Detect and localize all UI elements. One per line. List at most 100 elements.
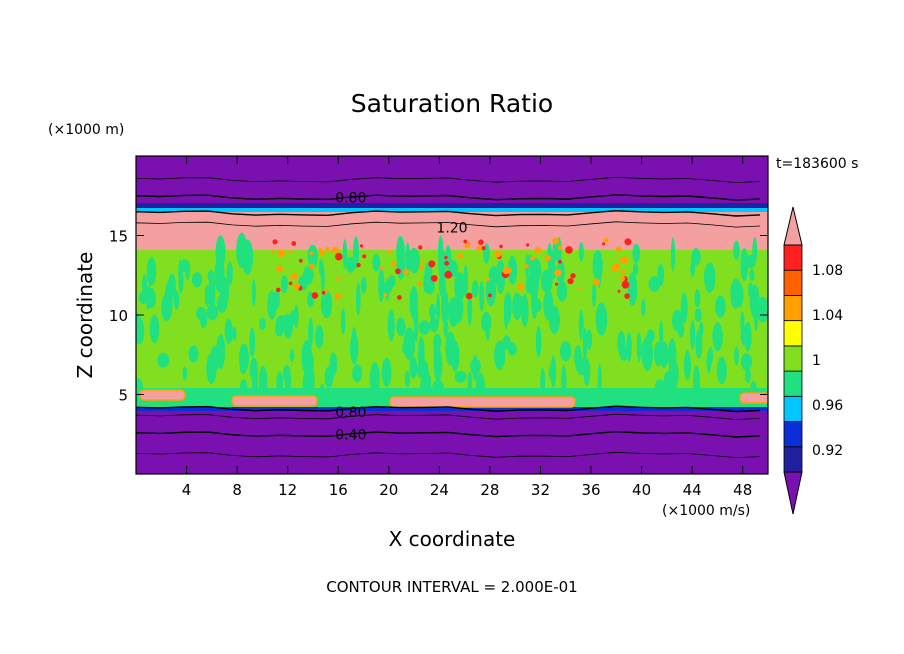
cloud-cell	[136, 317, 145, 345]
cloud-cell	[405, 242, 411, 277]
cloud-cell	[454, 370, 467, 383]
supersaturated-cell	[624, 238, 632, 246]
cloud-cell	[495, 259, 506, 294]
supersaturated-cell	[430, 275, 438, 282]
supersaturated-cell	[534, 247, 542, 254]
cloud-cell	[409, 285, 418, 320]
supersaturated-cell	[362, 254, 367, 259]
cloud-cell	[749, 268, 755, 282]
colorbar-segment	[783, 370, 803, 397]
cloud-cell	[574, 345, 582, 370]
cloud-cell	[167, 273, 176, 299]
supersaturated-cell	[481, 246, 486, 251]
supersaturated-cell	[444, 270, 453, 279]
cloud-cell	[595, 302, 608, 336]
cloud-cell	[251, 279, 256, 306]
x-tick-label: 12	[278, 481, 297, 499]
contour-line	[136, 430, 761, 438]
supersaturated-cell	[271, 250, 275, 254]
supersaturated-cell	[517, 283, 525, 291]
supersaturated-cell	[397, 295, 402, 300]
cloud-cell	[450, 340, 460, 372]
cloud-cell	[748, 282, 753, 298]
cloud-cell	[320, 264, 325, 293]
contour-label: 0.80	[335, 190, 366, 206]
cloud-cell	[690, 320, 696, 351]
supersaturated-cell	[319, 249, 325, 256]
cloud-cell	[303, 350, 314, 376]
supersaturated-cell	[558, 260, 562, 264]
cloud-cell	[528, 269, 540, 298]
y-axis-ticks: 5 10 15	[109, 228, 768, 405]
supersaturated-cell	[444, 255, 448, 260]
supersaturated-cell	[298, 258, 303, 263]
x-tick-label: 24	[430, 481, 449, 499]
cloud-cell	[360, 277, 367, 294]
contour-line	[136, 221, 761, 228]
x-tick-label: 20	[379, 481, 398, 499]
supersaturated-cell	[505, 267, 512, 274]
cloud-cell	[329, 352, 338, 377]
cloud-cell	[249, 327, 256, 357]
cloud-cell	[320, 383, 325, 397]
y-unit-label: (×1000 m)	[48, 122, 124, 138]
cloud-cell	[632, 243, 641, 263]
supersaturated-cell	[418, 264, 424, 270]
cloud-cell	[145, 285, 151, 310]
cloud-cell	[525, 261, 530, 279]
colorbar-lower-arrow	[783, 471, 803, 515]
colorbar-upper-arrow	[783, 206, 803, 246]
cloud-cell	[249, 357, 258, 382]
x-tick-label: 40	[632, 481, 651, 499]
supersaturated-cell	[308, 263, 315, 270]
cloud-cell	[433, 333, 442, 351]
cloud-cell	[654, 379, 665, 397]
cloud-cell	[421, 373, 432, 387]
cloud-cell	[704, 262, 716, 293]
upper-blue-band	[136, 208, 768, 213]
supersaturated-cell	[335, 252, 343, 261]
x-tick-label: 32	[531, 481, 550, 499]
contour-line	[136, 405, 761, 413]
cloud-cell	[413, 311, 419, 343]
cloud-cell	[138, 291, 149, 304]
cloud-cell	[471, 280, 479, 298]
supersaturated-cell	[387, 249, 392, 254]
supersaturated-cell	[593, 278, 600, 286]
cloud-cell	[548, 364, 555, 381]
cloud-cell	[239, 343, 249, 373]
cloud-cell	[756, 296, 768, 323]
y-tick-label: 10	[109, 307, 128, 325]
plot-area	[136, 156, 768, 474]
colorbar-segment	[783, 294, 803, 321]
cloud-cell	[670, 237, 676, 272]
cloud-cell	[157, 352, 170, 368]
supersaturated-cell	[554, 269, 562, 277]
x-tick-label: 36	[581, 481, 600, 499]
cloud-cell	[750, 381, 757, 395]
cloud-cell	[274, 289, 280, 309]
supersaturated-cell	[464, 242, 471, 249]
supersaturated-cell	[309, 251, 314, 255]
supersaturated-cell	[494, 250, 502, 258]
cloud-cell	[433, 347, 443, 382]
cloud-cell	[181, 258, 187, 272]
supersaturated-cell	[272, 239, 278, 245]
cloud-cell	[372, 253, 381, 272]
cloud-cell	[191, 272, 203, 288]
cloud-cell	[693, 365, 700, 401]
colorbar	[783, 206, 803, 515]
cloud-cell	[441, 290, 449, 325]
cloud-cell	[694, 289, 701, 308]
cloud-cell	[259, 317, 266, 331]
supersaturated-cell	[395, 268, 401, 275]
cloud-cell	[683, 349, 691, 381]
cloud-cell	[196, 306, 207, 321]
supersaturated-cell	[488, 293, 492, 298]
supersaturated-cell	[293, 282, 300, 290]
y-tick-label: 15	[109, 228, 128, 246]
supersaturated-cell	[530, 256, 535, 261]
cloud-cell	[659, 320, 664, 348]
cloud-cell	[559, 340, 572, 362]
cloud-cell	[356, 281, 361, 317]
